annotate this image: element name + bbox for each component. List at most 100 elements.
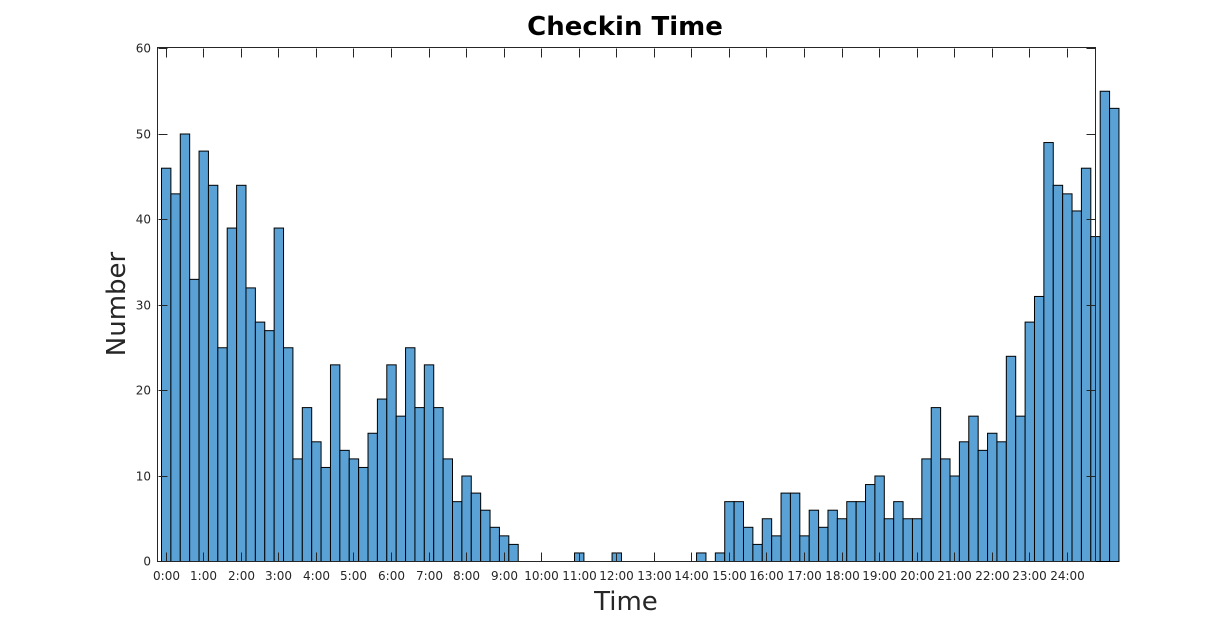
histogram-bar [742,526,754,562]
histogram-bar [855,501,867,562]
histogram-bar [329,364,341,562]
chart-title: Checkin Time [527,12,723,42]
histogram-bar [1005,355,1017,562]
histogram-bar [846,501,857,562]
histogram-bar [696,552,707,563]
histogram-bar [414,407,425,562]
x-tick-label: 12:00 [599,569,634,583]
histogram-bar [395,415,407,562]
histogram-bar [1080,167,1092,562]
histogram-bar [921,458,932,562]
x-tick-label: 22:00 [975,569,1010,583]
histogram-bar [245,287,256,562]
histogram-bar [442,458,453,562]
histogram-bar [752,543,763,563]
histogram-bar [189,278,200,562]
histogram-bar [968,415,979,562]
histogram-bar [1109,107,1120,562]
histogram-bar [1024,321,1035,562]
x-tick-label: 16:00 [749,569,784,583]
histogram-bar [358,466,369,563]
y-tick-labels: 0 10 20 30 40 50 60 [136,42,151,569]
histogram-bar [320,466,331,563]
histogram-bar [433,407,444,562]
histogram-bar [283,347,294,562]
histogram-bar [301,407,313,562]
histogram-bar [452,501,463,562]
histogram-bar [883,518,895,562]
histogram-bar [949,475,960,562]
x-tick-label: 23:00 [1012,569,1047,583]
x-tick-label: 5:00 [340,569,367,583]
histogram-bar [958,441,970,562]
histogram-bar [902,518,913,562]
histogram-bar [207,184,219,563]
histogram-bar [254,321,266,562]
x-axis-label: Time [593,587,658,617]
histogram-bar [367,432,378,562]
y-tick-label: 40 [136,213,151,227]
histogram-bar [376,398,388,562]
histogram-bar [489,526,500,562]
plot-frame [157,47,1096,562]
y-tick-label: 30 [136,299,151,313]
x-tick-label: 1:00 [190,569,217,583]
histogram-bar [893,501,904,562]
y-tick-label: 10 [136,470,151,484]
y-tick-label: 50 [136,128,151,142]
x-tick-label: 21:00 [937,569,972,583]
histogram-bar [1062,193,1073,562]
ticks-layer [158,48,1096,562]
x-tick-label: 7:00 [416,569,443,583]
x-tick-label: 19:00 [862,569,897,583]
y-axis-label: Number [102,251,132,356]
histogram-bar [470,492,482,563]
x-tick-label: 15:00 [712,569,747,583]
x-tick-label: 10:00 [524,569,559,583]
histogram-bar [789,492,801,563]
histogram-bar [339,449,350,563]
histogram-bar [714,552,726,563]
x-tick-label: 8:00 [453,569,480,583]
x-tick-label: 9:00 [491,569,518,583]
y-tick-label: 20 [136,384,151,398]
histogram-bar [179,133,191,562]
x-tick-label: 3:00 [265,569,292,583]
x-tick-label: 11:00 [562,569,597,583]
histogram-bar [423,364,435,562]
histogram-bar [405,347,416,562]
histogram-bar [733,501,744,562]
x-tick-label: 14:00 [674,569,709,583]
histogram-bar [808,509,820,563]
x-tick-label: 20:00 [900,569,935,583]
histogram-bar [273,227,285,563]
x-tick-label: 17:00 [787,569,822,583]
histogram-bar [311,441,322,562]
x-tick-label: 24:00 [1050,569,1085,583]
x-tick-label: 2:00 [228,569,255,583]
histogram-bar [771,535,782,562]
histogram-bar [1033,295,1045,562]
histogram-bar [865,484,876,562]
y-tick-label: 60 [136,42,151,56]
histogram-bar [780,492,791,563]
histogram-bar [1099,90,1111,562]
histogram-bar [461,475,472,562]
histogram-bar [930,407,942,562]
histogram-bar [977,449,989,563]
histogram-bar [1015,415,1026,562]
x-tick-label: 13:00 [637,569,672,583]
x-tick-label: 0:00 [153,569,180,583]
histogram-bar [1052,184,1064,563]
histogram-bar [508,543,519,563]
y-tick-label: 0 [143,555,151,569]
histogram-bar [987,432,998,562]
histogram-bar [480,509,491,563]
histogram-bar [292,458,303,562]
histogram-bar [1071,210,1082,562]
bars-layer [161,90,1120,563]
histogram-bar [170,193,181,562]
x-tick-label: 18:00 [825,569,860,583]
